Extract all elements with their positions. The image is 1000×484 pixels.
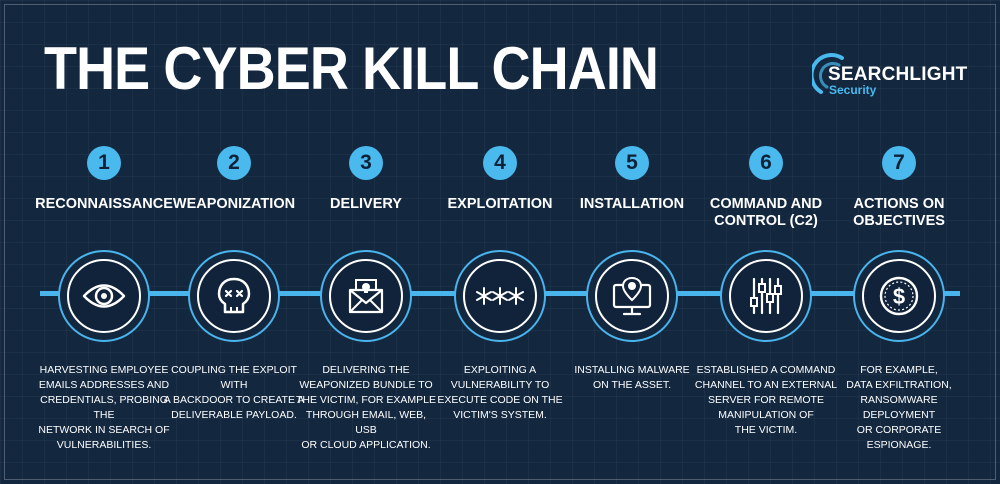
- step-icon-badge: $: [862, 259, 936, 333]
- step-icon-ring: [320, 250, 412, 342]
- step-icon-ring: [58, 250, 150, 342]
- step-icon-badge: [197, 259, 271, 333]
- step-number: 6: [749, 146, 783, 180]
- step-number: 1: [87, 146, 121, 180]
- step-icon-ring: [188, 250, 280, 342]
- svg-text:$: $: [893, 284, 905, 309]
- envelope-skull-icon: [348, 279, 384, 314]
- step-description: COUPLING THE EXPLOIT WITH A BACKDOOR TO …: [163, 364, 305, 421]
- step-label: EXPLOITATION: [447, 196, 553, 212]
- password-icon: [476, 287, 524, 305]
- dollar-coin-icon: $: [879, 276, 919, 316]
- page-title: THE CYBER KILL CHAIN: [44, 35, 659, 102]
- eye-icon: [82, 284, 126, 308]
- step-icon-ring: [454, 250, 546, 342]
- step-exploitation: 4 EXPLOITATION EXPLOITING A VULNERABILIT…: [434, 0, 566, 484]
- page-border: [4, 4, 996, 480]
- step-label: INSTALLATION: [579, 196, 685, 212]
- step-icon-ring: $: [853, 250, 945, 342]
- step-description: HARVESTING EMPLOYEE EMAILS ADDRESSES AND…: [38, 364, 170, 451]
- step-icon-ring: [720, 250, 812, 342]
- step-number: 2: [217, 146, 251, 180]
- monitor-malware-icon: [612, 276, 652, 316]
- step-label: ACTIONS ON OBJECTIVES: [853, 196, 945, 229]
- step-number: 5: [615, 146, 649, 180]
- searchlight-logo: SEARCHLIGHT Security: [812, 52, 972, 100]
- searchlight-arc-icon: [812, 53, 844, 94]
- step-command-and-control: 6 COMMAND AND CONTROL (C2) ESTABLISHED A…: [695, 0, 837, 484]
- step-number: 4: [483, 146, 517, 180]
- logo-name: SEARCHLIGHT: [828, 64, 968, 85]
- step-description: INSTALLING MALWARE ON THE ASSET.: [574, 364, 690, 391]
- step-icon-badge: [67, 259, 141, 333]
- step-label: WEAPONIZATION: [172, 196, 296, 212]
- step-description: EXPLOITING A VULNERABILITY TO EXECUTE CO…: [437, 364, 563, 421]
- step-description: DELIVERING THE WEAPONIZED BUNDLE TO THE …: [295, 364, 437, 451]
- step-icon-badge: [595, 259, 669, 333]
- step-icon-ring: [586, 250, 678, 342]
- step-icon-badge: [729, 259, 803, 333]
- step-label: DELIVERY: [330, 196, 402, 212]
- logo-subtitle: Security: [829, 83, 877, 97]
- step-weaponization: 2 WEAPONIZATION COUPLING THE EXPLOIT WIT…: [164, 0, 304, 484]
- step-description: FOR EXAMPLE, DATA EXFILTRATION, RANSOMWA…: [846, 364, 952, 451]
- skull-icon: [217, 277, 251, 314]
- step-delivery: 3 DELIVERY DELIVERING THE WEAPONIZED BUN…: [296, 0, 436, 484]
- step-number: 7: [882, 146, 916, 180]
- step-label: COMMAND AND CONTROL (C2): [709, 196, 823, 229]
- step-icon-badge: [329, 259, 403, 333]
- step-label: RECONNAISSANCE: [35, 196, 173, 212]
- step-actions-on-objectives: 7 ACTIONS ON OBJECTIVES $ FOR EXAMPLE, D…: [833, 0, 965, 484]
- step-number: 3: [349, 146, 383, 180]
- step-icon-badge: [463, 259, 537, 333]
- step-reconnaissance: 1 RECONNAISSANCE HARVESTING EMPLOYEE EMA…: [35, 0, 173, 484]
- step-installation: 5 INSTALLATION INSTALLING MALWARE ON THE…: [566, 0, 698, 484]
- step-description: ESTABLISHED A COMMAND CHANNEL TO AN EXTE…: [694, 364, 838, 436]
- control-sliders-icon: [750, 277, 782, 315]
